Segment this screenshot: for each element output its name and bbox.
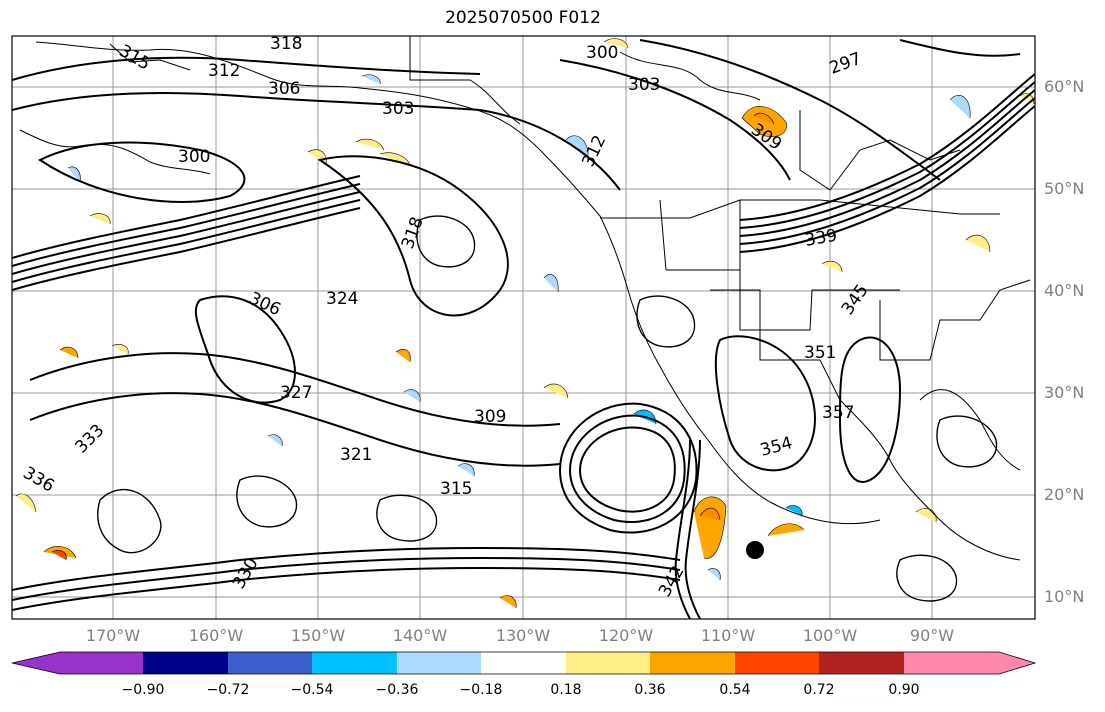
colorbar-tick-label: 0.90 — [888, 682, 920, 698]
longitude-label: 130°W — [495, 626, 551, 645]
contour-label: 357 — [822, 403, 854, 423]
colorbar — [11, 651, 1037, 675]
map-title: 2025070500 F012 — [445, 8, 601, 28]
colorbar-segment — [397, 652, 481, 674]
latitude-label: 60°N — [1044, 77, 1085, 96]
storm-center-marker — [746, 541, 764, 559]
longitude-label: 140°W — [392, 626, 448, 645]
contour-label: 300 — [178, 147, 210, 167]
colorbar-tick-label: 0.72 — [803, 682, 835, 698]
colorbar-segment — [481, 652, 566, 674]
contour-label: 324 — [326, 289, 358, 309]
contour-label: 327 — [280, 383, 312, 403]
contour-label: 351 — [804, 343, 836, 363]
latitude-label: 50°N — [1044, 179, 1085, 198]
graticule — [12, 36, 1035, 619]
contour-label: 315 — [440, 479, 472, 499]
latitude-label: 20°N — [1044, 485, 1085, 504]
colorbar-segment — [735, 652, 819, 674]
colorbar-extend-low — [12, 652, 60, 674]
colorbar-outline — [11, 651, 1037, 675]
colorbar-segment — [904, 652, 999, 674]
map-frame — [11, 35, 1036, 620]
colorbar-tick-label: 0.54 — [719, 682, 751, 698]
colorbar-segment — [650, 652, 735, 674]
coastlines — [19, 36, 1031, 561]
colorbar-tick-label: −0.54 — [290, 682, 334, 698]
contour-label: 309 — [474, 407, 506, 427]
contour-label: 303 — [382, 99, 414, 119]
colorbar-tick-label: −0.18 — [459, 682, 503, 698]
contour-label: 300 — [586, 43, 618, 63]
contour-lines — [12, 39, 1035, 619]
longitude-label: 110°W — [700, 626, 756, 645]
longitude-label: 150°W — [290, 626, 346, 645]
contour-label: 321 — [340, 445, 372, 465]
contour-lines-thin — [97, 215, 998, 602]
longitude-label: 90°W — [909, 626, 955, 645]
latitude-label: 30°N — [1044, 383, 1085, 402]
longitude-label: 160°W — [188, 626, 244, 645]
colorbar-segment — [566, 652, 650, 674]
colorbar-tick-label: 0.36 — [634, 682, 666, 698]
latitude-label: 10°N — [1044, 587, 1085, 606]
longitude-label: 120°W — [598, 626, 654, 645]
colorbar-segment — [819, 652, 904, 674]
colorbar-tick-label: 0.18 — [550, 682, 582, 698]
colorbar-extend-high — [999, 652, 1035, 674]
colorbar-tick-label: −0.36 — [375, 682, 419, 698]
contour-label: 306 — [268, 79, 300, 99]
colorbar-segment — [60, 652, 143, 674]
contour-label: 312 — [208, 61, 240, 81]
colorbar-segment — [312, 652, 397, 674]
colorbar-tick-label: −0.72 — [206, 682, 250, 698]
longitude-label: 100°W — [802, 626, 858, 645]
colorbar-segment — [143, 652, 228, 674]
latitude-label: 40°N — [1044, 281, 1085, 300]
longitude-label: 170°W — [85, 626, 141, 645]
contour-label: 318 — [270, 34, 302, 54]
contour-label: 303 — [628, 75, 660, 95]
colorbar-segment — [228, 652, 312, 674]
colorbar-tick-label: −0.90 — [121, 682, 165, 698]
